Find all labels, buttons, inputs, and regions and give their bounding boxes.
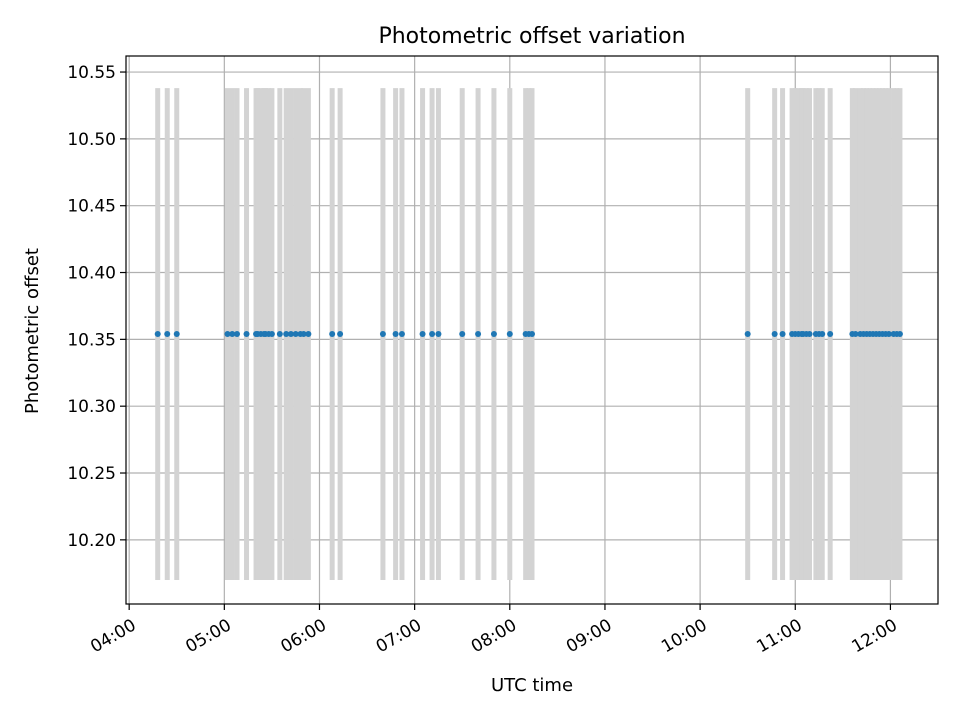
data-point — [896, 331, 903, 338]
data-point — [506, 331, 513, 338]
y-tick-label: 10.40 — [67, 264, 116, 284]
data-point — [459, 331, 466, 338]
y-tick-label: 10.20 — [67, 531, 116, 551]
data-point — [475, 331, 482, 338]
data-point — [435, 331, 442, 338]
data-point — [819, 331, 826, 338]
y-tick-label: 10.45 — [67, 197, 116, 217]
data-point — [292, 331, 299, 338]
data-point — [490, 331, 497, 338]
chart-title: Photometric offset variation — [378, 24, 685, 49]
data-point — [529, 331, 535, 338]
data-point — [379, 331, 386, 338]
data-point — [885, 331, 892, 338]
data-point — [243, 331, 250, 338]
data-point — [224, 331, 231, 338]
y-tick-label: 10.30 — [67, 397, 116, 417]
data-point — [429, 331, 436, 338]
data-point — [329, 331, 336, 338]
data-point — [164, 331, 171, 338]
data-point — [806, 331, 813, 338]
data-point — [173, 331, 180, 338]
data-point — [268, 331, 275, 338]
data-point — [276, 331, 283, 338]
data-point — [771, 331, 778, 338]
y-tick-label: 10.50 — [67, 130, 116, 150]
data-point — [419, 331, 426, 338]
data-point — [852, 331, 859, 338]
data-point — [229, 331, 236, 338]
y-axis-label: Photometric offset — [22, 248, 43, 414]
data-point — [744, 331, 751, 338]
x-axis-label: UTC time — [491, 675, 573, 696]
data-point — [300, 331, 307, 338]
data-point — [337, 331, 344, 338]
data-point — [234, 331, 241, 338]
data-point — [827, 331, 834, 338]
data-point — [779, 331, 786, 338]
data-point — [398, 331, 405, 338]
data-point — [154, 331, 161, 338]
data-point — [287, 331, 294, 338]
y-tick-label: 10.35 — [67, 330, 116, 350]
data-points — [154, 331, 903, 338]
data-point — [283, 331, 290, 338]
y-tick-label: 10.55 — [67, 63, 116, 83]
y-tick-label: 10.25 — [67, 464, 116, 484]
y-axis-ticks: 10.20 10.25 10.30 10.35 10.40 10.45 10.50 10.55 — [67, 63, 126, 551]
data-point — [305, 331, 312, 338]
plot-frame — [125, 55, 939, 605]
data-point — [392, 331, 399, 338]
